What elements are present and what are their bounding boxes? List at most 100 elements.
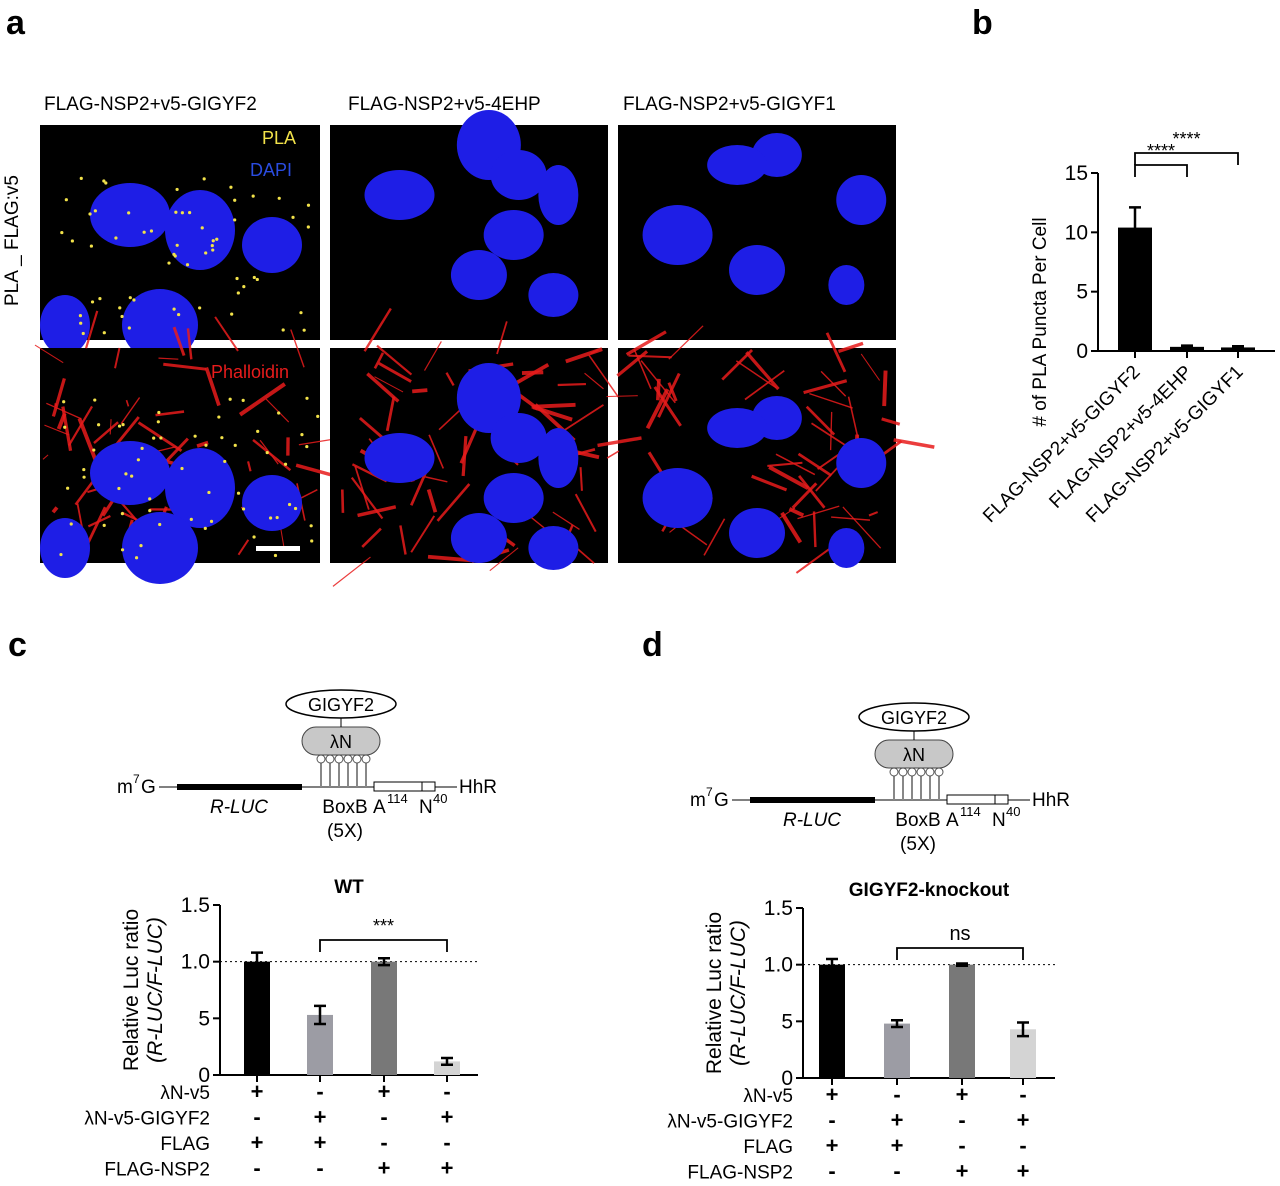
d-condition-sign: +	[1017, 1108, 1030, 1133]
nucleus	[729, 508, 785, 558]
c-diagram-boxb-loop	[325, 754, 335, 764]
d-condition-sign: +	[956, 1082, 969, 1107]
nucleus	[165, 190, 235, 270]
pla-punctum	[220, 436, 224, 440]
pla-punctum	[66, 486, 70, 490]
actin-filament	[425, 476, 448, 483]
c-condition-label: λN-v5	[160, 1083, 210, 1104]
pla-punctum	[157, 410, 161, 415]
c-diagram-hhr-label: HhR	[459, 777, 497, 798]
pla-punctum	[200, 226, 204, 230]
pla-punctum	[299, 311, 303, 315]
c-y-axis-label: Relative Luc ratio	[120, 909, 143, 1071]
actin-filament	[412, 388, 428, 394]
d-condition-sign: +	[826, 1082, 839, 1107]
actin-filament	[831, 516, 871, 521]
nucleus	[538, 428, 579, 488]
pla-punctum	[175, 243, 179, 247]
c-condition-sign: +	[441, 1105, 454, 1130]
nucleus	[122, 512, 198, 584]
pla-punctum	[81, 331, 85, 336]
c-diagram-boxb-loop	[361, 754, 371, 764]
pla-punctum	[211, 239, 215, 243]
c-error-bar-2	[314, 1004, 326, 1026]
actin-filament	[290, 329, 305, 368]
actin-filament	[46, 402, 82, 420]
actin-filament	[574, 493, 597, 533]
b-error-bar-2	[1181, 344, 1193, 350]
actin-filament	[597, 436, 642, 448]
b-y-tick-label: 15	[1065, 162, 1088, 185]
pla-punctum	[193, 434, 197, 438]
actin-filament	[579, 467, 583, 491]
c-condition-sign: +	[378, 1079, 391, 1104]
pla-punctum	[139, 544, 143, 548]
d-y-axis-label: Relative Luc ratio	[703, 912, 726, 1074]
actin-filament	[744, 369, 785, 401]
pla-punctum	[202, 177, 206, 181]
d-diagram-polya-box	[946, 794, 996, 805]
actin-filament	[829, 411, 833, 451]
d-y-tick-label: 0	[781, 1067, 793, 1090]
nucleus	[450, 513, 507, 563]
pla-punctum	[229, 185, 233, 189]
pla-punctum	[88, 212, 92, 216]
d-diagram-boxb-count: (5X)	[900, 834, 936, 855]
pla-punctum	[156, 420, 160, 424]
actin-filament	[163, 362, 206, 371]
pla-punctum	[59, 552, 63, 557]
c-diagram-n-sup: 40	[433, 791, 447, 806]
c-diagram-boxb-label: BoxB	[322, 797, 367, 818]
d-diagram-cap-g: G	[714, 790, 729, 811]
actin-filament	[423, 341, 442, 371]
pla-punctum	[228, 397, 232, 401]
actin-filament	[298, 438, 332, 446]
pla-punctum	[275, 515, 279, 520]
actin-filament	[563, 404, 604, 432]
actin-filament	[214, 316, 239, 352]
c-bar-4	[434, 1061, 460, 1075]
c-condition-sign: -	[253, 1105, 260, 1130]
pla-punctum	[118, 306, 122, 310]
actin-filament	[882, 370, 888, 407]
pla-punctum	[180, 211, 184, 215]
d-diagram-boxb-loop	[889, 767, 899, 777]
pla-punctum	[63, 425, 67, 429]
pla-punctum	[104, 181, 108, 185]
d-error-bar-3	[956, 962, 968, 968]
pla-punctum	[172, 307, 176, 311]
panel-label-a: a	[6, 4, 25, 42]
d-diagram-boxb-label: BoxB	[895, 810, 940, 831]
d-diagram-boxb-loop	[898, 767, 908, 777]
pla-punctum	[241, 398, 245, 402]
d-significance-bracket	[896, 947, 1024, 960]
pla-punctum	[92, 448, 96, 452]
c-diagram-n40-box	[421, 781, 436, 792]
actin-filament	[797, 452, 833, 477]
column-title-2: FLAG-NSP2+v5-4EHP	[348, 94, 541, 115]
b-significance-bracket	[1134, 164, 1188, 177]
nucleus	[40, 295, 90, 355]
actin-filament	[795, 544, 835, 574]
c-condition-label: FLAG-NSP2	[104, 1160, 210, 1181]
actin-filament	[186, 328, 193, 360]
pla-punctum	[306, 225, 310, 229]
actin-filament	[768, 465, 810, 491]
d-diagram-n-label: N	[992, 810, 1006, 831]
pla-punctum	[127, 211, 131, 215]
actin-filament	[445, 372, 455, 387]
c-y-tick-label: 1.0	[181, 951, 210, 974]
actin-filament	[812, 511, 817, 548]
actin-filament	[640, 360, 676, 404]
actin-filament	[51, 377, 66, 417]
actin-filament	[703, 518, 726, 556]
d-condition-sign: +	[891, 1108, 904, 1133]
b-y-tick-label: 5	[1076, 281, 1088, 304]
pla-punctum	[90, 300, 95, 304]
c-y-tick-label: 1.5	[181, 894, 210, 917]
actin-filament	[93, 421, 119, 445]
pla-punctum	[309, 524, 313, 528]
nucleus	[490, 150, 547, 200]
pla-punctum	[242, 285, 246, 289]
b-significance-label: ****	[1147, 141, 1175, 161]
